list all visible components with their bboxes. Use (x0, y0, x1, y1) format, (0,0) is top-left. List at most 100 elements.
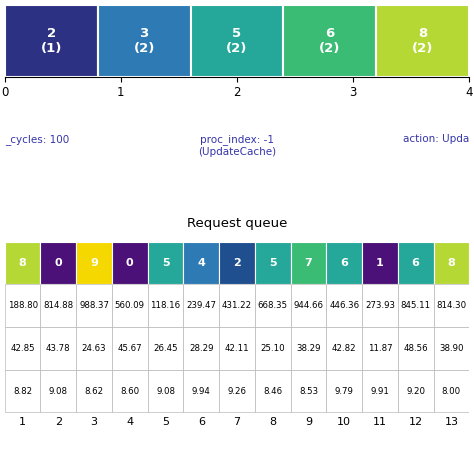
Text: 9.94: 9.94 (192, 387, 211, 395)
Bar (5, 327, 40, 370)
Bar (398, 242, 434, 284)
Text: 4: 4 (197, 258, 205, 268)
Text: 5: 5 (162, 417, 169, 427)
Text: 668.35: 668.35 (258, 301, 288, 310)
Bar (291, 370, 326, 412)
Bar (219, 370, 255, 412)
Text: 42.11: 42.11 (225, 344, 249, 353)
Text: 11: 11 (373, 417, 387, 427)
Text: 7: 7 (305, 258, 312, 268)
Text: 118.16: 118.16 (150, 301, 181, 310)
Text: 5: 5 (162, 258, 169, 268)
Bar (291, 327, 326, 370)
Bar (434, 370, 469, 412)
Text: 560.09: 560.09 (115, 301, 145, 310)
Bar (326, 327, 362, 370)
Text: 6: 6 (412, 258, 419, 268)
Bar (40, 284, 76, 327)
Bar (183, 284, 219, 327)
Text: 8: 8 (447, 258, 455, 268)
Text: proc_index: -1
(UpdateCache): proc_index: -1 (UpdateCache) (198, 134, 276, 157)
Bar (5, 242, 40, 284)
Bar (98, 5, 191, 77)
Title: AI models cached in Near-RT RIC: AI models cached in Near-RT RIC (128, 0, 346, 1)
Text: 13: 13 (445, 417, 458, 427)
Text: 2: 2 (233, 258, 241, 268)
Text: 446.36: 446.36 (329, 301, 359, 310)
Text: 38.29: 38.29 (296, 344, 321, 353)
Bar (434, 327, 469, 370)
Text: 38.90: 38.90 (439, 344, 464, 353)
Bar (76, 284, 112, 327)
Text: 944.66: 944.66 (293, 301, 323, 310)
Text: 6: 6 (198, 417, 205, 427)
Text: 5
(2): 5 (2) (226, 27, 248, 55)
Text: 42.85: 42.85 (10, 344, 35, 353)
Bar (76, 327, 112, 370)
Text: 1: 1 (19, 417, 26, 427)
Bar (255, 327, 291, 370)
Text: 4: 4 (126, 417, 133, 427)
Text: 0: 0 (126, 258, 134, 268)
Text: 8
(2): 8 (2) (412, 27, 434, 55)
Text: 5: 5 (269, 258, 276, 268)
Text: 814.88: 814.88 (43, 301, 73, 310)
Text: 8.53: 8.53 (299, 387, 318, 395)
Bar (326, 284, 362, 327)
Bar (40, 370, 76, 412)
Bar (112, 327, 148, 370)
Text: 431.22: 431.22 (222, 301, 252, 310)
Bar (183, 242, 219, 284)
Bar (148, 242, 183, 284)
Text: 10: 10 (337, 417, 351, 427)
Text: 45.67: 45.67 (118, 344, 142, 353)
Bar (148, 284, 183, 327)
Text: 48.56: 48.56 (403, 344, 428, 353)
Text: 8.62: 8.62 (84, 387, 104, 395)
Bar (148, 370, 183, 412)
Text: 9.08: 9.08 (156, 387, 175, 395)
Bar (398, 284, 434, 327)
Text: 8.82: 8.82 (13, 387, 32, 395)
Text: 9.08: 9.08 (49, 387, 68, 395)
Bar (291, 284, 326, 327)
Text: 8.46: 8.46 (263, 387, 283, 395)
Bar (326, 370, 362, 412)
Bar (76, 370, 112, 412)
Text: 3: 3 (91, 417, 98, 427)
Text: 9: 9 (90, 258, 98, 268)
Bar (191, 5, 283, 77)
Bar (362, 242, 398, 284)
Bar (434, 242, 469, 284)
Bar (5, 5, 98, 77)
Text: 43.78: 43.78 (46, 344, 71, 353)
Text: 9: 9 (305, 417, 312, 427)
Bar (5, 284, 40, 327)
Bar (5, 370, 40, 412)
Text: 2: 2 (55, 417, 62, 427)
Text: 11.87: 11.87 (368, 344, 392, 353)
Text: 2
(1): 2 (1) (40, 27, 62, 55)
Text: action: Upda: action: Upda (403, 134, 469, 144)
Text: 239.47: 239.47 (186, 301, 216, 310)
Bar (398, 370, 434, 412)
Text: 26.45: 26.45 (153, 344, 178, 353)
Bar (376, 5, 469, 77)
Bar (183, 327, 219, 370)
Text: 8.00: 8.00 (442, 387, 461, 395)
Bar (326, 242, 362, 284)
Text: 9.20: 9.20 (406, 387, 425, 395)
Bar (76, 242, 112, 284)
Text: Request queue: Request queue (187, 217, 287, 230)
Bar (283, 5, 376, 77)
Bar (434, 284, 469, 327)
Bar (183, 370, 219, 412)
Text: 6
(2): 6 (2) (319, 27, 341, 55)
Text: 8: 8 (19, 258, 27, 268)
Text: 188.80: 188.80 (8, 301, 37, 310)
Bar (362, 327, 398, 370)
Text: 8.60: 8.60 (120, 387, 139, 395)
Text: 8: 8 (269, 417, 276, 427)
Bar (362, 284, 398, 327)
Text: 9.79: 9.79 (335, 387, 354, 395)
